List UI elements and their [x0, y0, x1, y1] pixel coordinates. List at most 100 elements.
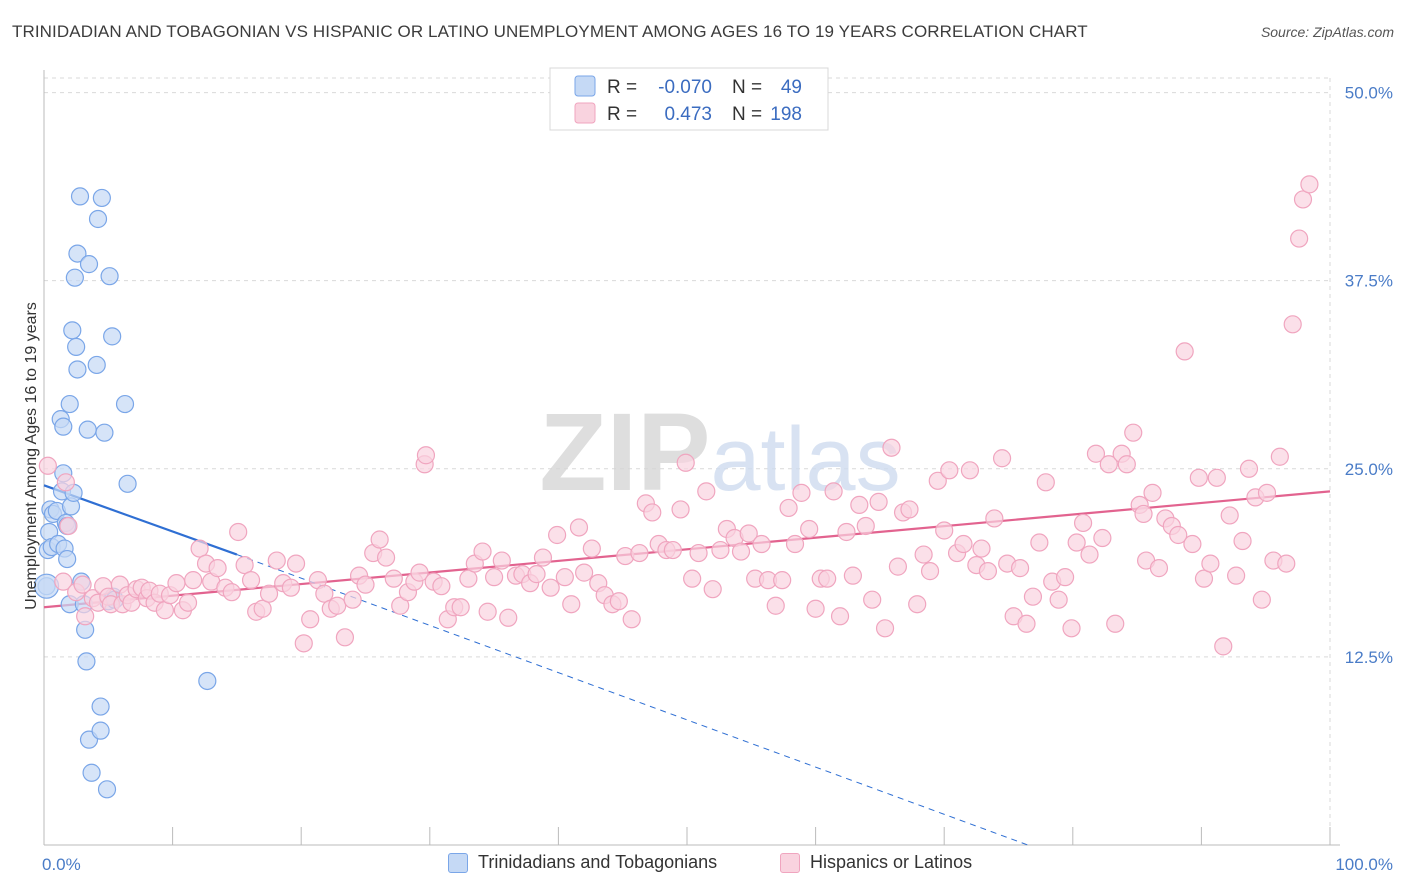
trinidadians-point-47 — [118, 474, 137, 493]
hispanics-point-133 — [888, 557, 908, 576]
hispanics-point-72 — [478, 602, 497, 621]
legend-label-hispanics: Hispanics or Latinos — [810, 852, 973, 872]
legend-item-trinidadians: Trinidadians and Tobagonians — [448, 852, 717, 873]
trinidadians-point-22 — [67, 337, 86, 356]
trinidadians-point-35 — [88, 209, 108, 229]
hispanics-point-118 — [792, 483, 811, 502]
hispanics-point-166 — [1099, 455, 1118, 474]
hispanics-point-148 — [985, 509, 1004, 528]
hispanics-point-181 — [1194, 569, 1214, 588]
hispanics-point-73 — [485, 568, 504, 587]
trinidadians-point-40 — [97, 780, 117, 799]
hispanics-point-161 — [1067, 533, 1086, 552]
stats-legend-n-value-2: 198 — [770, 104, 802, 125]
hispanics-point-81 — [541, 578, 560, 597]
y-tick-label-1: 25.0% — [1345, 460, 1393, 479]
series-trinidadians-points — [33, 187, 217, 799]
hispanics-point-164 — [1086, 444, 1106, 463]
hispanics-point-102 — [683, 569, 702, 588]
hispanics-point-169 — [1117, 455, 1136, 474]
trinidadians-point-19 — [63, 321, 82, 340]
hispanics-point-57 — [384, 569, 403, 588]
hispanics-point-58 — [391, 596, 410, 615]
hispanics-point-112 — [752, 534, 771, 554]
hispanics-point-174 — [1149, 559, 1169, 578]
hispanics-point-163 — [1080, 545, 1099, 564]
stats-legend-r-label-1: R = — [607, 77, 637, 98]
hispanics-point-198 — [1300, 175, 1319, 194]
hispanics-point-147 — [978, 562, 998, 581]
hispanics-point-74 — [492, 551, 511, 570]
hispanics-point-38 — [253, 599, 272, 618]
hispanics-point-106 — [711, 540, 730, 560]
stats-legend-r-label-2: R = — [607, 104, 637, 125]
hispanics-point-140 — [935, 521, 954, 540]
hispanics-point-55 — [370, 530, 389, 549]
hispanics-point-86 — [575, 563, 594, 582]
tick-labels: 12.5% 25.0% 37.5% 50.0% 0.0% 100.0% — [42, 84, 1393, 874]
hispanics-point-128 — [856, 516, 875, 536]
hispanics-point-33 — [222, 583, 241, 602]
trinidadians-point-36 — [91, 697, 110, 716]
hispanics-point-119 — [800, 519, 819, 539]
hispanics-point-28 — [190, 539, 209, 558]
hispanics-point-137 — [914, 545, 933, 564]
hispanics-point-177 — [1169, 525, 1188, 545]
hispanics-point-116 — [779, 498, 798, 518]
hispanics-point-71 — [473, 542, 492, 561]
hispanics-point-124 — [830, 607, 850, 626]
hispanics-point-100 — [671, 500, 690, 519]
legend-label-trinidadians: Trinidadians and Tobagonians — [478, 852, 718, 872]
hispanics-point-130 — [869, 492, 888, 511]
hispanics-point-53 — [356, 575, 375, 594]
trinidadians-point-25 — [70, 187, 90, 206]
hispanics-point-141 — [940, 461, 959, 480]
hispanics-point-0 — [38, 456, 57, 475]
trinidadians-point-24 — [68, 360, 87, 379]
hispanics-point-40 — [267, 551, 286, 570]
hispanics-point-49 — [328, 596, 347, 615]
hispanics-point-146 — [972, 539, 991, 558]
trinidadians-point-48 — [198, 671, 217, 691]
hispanics-point-190 — [1252, 590, 1271, 609]
watermark: ZIPatlas — [539, 391, 900, 514]
trinidadians-point-10 — [54, 417, 73, 436]
legend-swatch-pink — [780, 852, 800, 873]
hispanics-point-99 — [663, 540, 682, 560]
y-axis-title: Unemployment Among Ages 16 to 19 years — [23, 302, 40, 610]
hispanics-point-117 — [785, 534, 805, 554]
hispanics-point-104 — [697, 482, 716, 501]
hispanics-point-155 — [1030, 533, 1049, 552]
hispanics-point-122 — [818, 569, 837, 588]
hispanics-point-31 — [208, 559, 227, 578]
hispanics-point-199 — [1134, 504, 1153, 524]
hispanics-point-180 — [1189, 468, 1208, 487]
hispanics-point-22 — [155, 601, 174, 620]
x-tick-label-left: 0.0% — [42, 855, 81, 874]
series-hispanics-points — [38, 175, 1319, 656]
hispanics-point-43 — [286, 554, 306, 573]
hispanics-point-126 — [843, 566, 862, 585]
hispanics-point-136 — [908, 595, 927, 614]
trinidadians-point-34 — [87, 355, 106, 375]
hispanics-point-152 — [1010, 559, 1030, 578]
hispanics-point-75 — [499, 608, 518, 627]
trinidadians-point-38 — [92, 188, 111, 208]
hispanics-point-26 — [178, 593, 198, 612]
hispanics-point-120 — [806, 599, 825, 618]
chart-title: TRINIDADIAN AND TOBAGONIAN VS HISPANIC O… — [12, 22, 1088, 41]
hispanics-point-6 — [76, 607, 95, 626]
trinidadians-point-16 — [60, 394, 79, 414]
hispanics-point-39 — [259, 584, 279, 603]
trinidadians-point-46 — [115, 394, 135, 414]
hispanics-point-84 — [562, 595, 581, 614]
trend-line-trinidadians-dashed — [236, 554, 1028, 846]
hispanics-point-197 — [1293, 190, 1313, 209]
stats-legend-swatch-pink — [574, 102, 596, 124]
hispanics-point-5 — [73, 575, 92, 594]
hispanics-point-3 — [59, 516, 78, 536]
hispanics-point-187 — [1233, 531, 1252, 551]
x-tick-label-right: 100.0% — [1335, 855, 1393, 874]
hispanics-point-144 — [960, 461, 980, 480]
hispanics-point-47 — [315, 584, 334, 603]
